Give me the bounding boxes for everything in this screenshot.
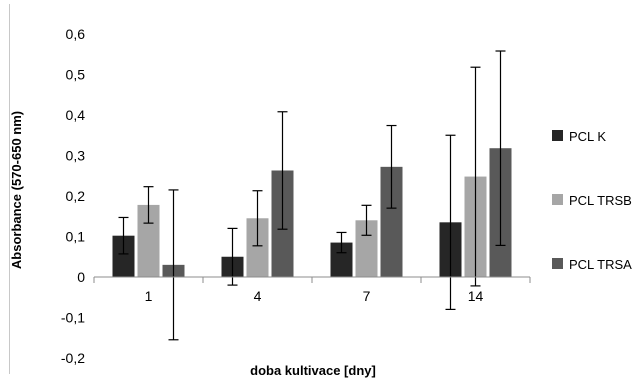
- bar: [246, 218, 269, 277]
- bar: [355, 220, 378, 277]
- legend-swatch: [552, 130, 563, 141]
- x-tick-label: 4: [254, 288, 262, 304]
- error-bars-group: [118, 50, 506, 341]
- legend-swatch: [552, 258, 563, 269]
- x-axis-title: doba kultivace [dny]: [250, 363, 376, 378]
- bar: [330, 242, 353, 277]
- bar: [380, 166, 403, 277]
- y-tick-label: 0,2: [66, 188, 86, 204]
- y-tick-label: 0,6: [66, 26, 86, 42]
- y-tick-label: 0: [77, 269, 85, 285]
- x-axis-ticks: 1 4 7 14: [93, 277, 531, 304]
- x-tick-label: 14: [468, 288, 484, 304]
- x-tick-label: 7: [363, 288, 371, 304]
- y-tick-label: 0,4: [66, 107, 86, 123]
- y-axis-title: Absorbance (570-650 nm): [9, 111, 24, 269]
- legend-swatch: [552, 194, 563, 205]
- legend-label: PCL TRSB: [569, 193, 632, 208]
- legend: PCL K PCL TRSB PCL TRSA: [552, 129, 632, 272]
- bar: [137, 204, 160, 277]
- legend-label: PCL K: [569, 129, 606, 144]
- chart-border-line: [9, 4, 10, 374]
- y-axis-ticks: 0,6 0,5 0,4 0,3 0,2 0,1 0 -0,1 -0,2: [61, 26, 85, 366]
- legend-label: PCL TRSA: [569, 257, 632, 272]
- y-tick-label: 0,5: [66, 67, 86, 83]
- x-tick-label: 1: [145, 288, 153, 304]
- bars-group: [112, 148, 512, 277]
- y-tick-label: 0,3: [66, 148, 86, 164]
- y-tick-label: -0,2: [61, 350, 85, 366]
- y-tick-label: 0,1: [66, 229, 86, 245]
- bar: [112, 235, 135, 277]
- y-tick-label: -0,1: [61, 310, 85, 326]
